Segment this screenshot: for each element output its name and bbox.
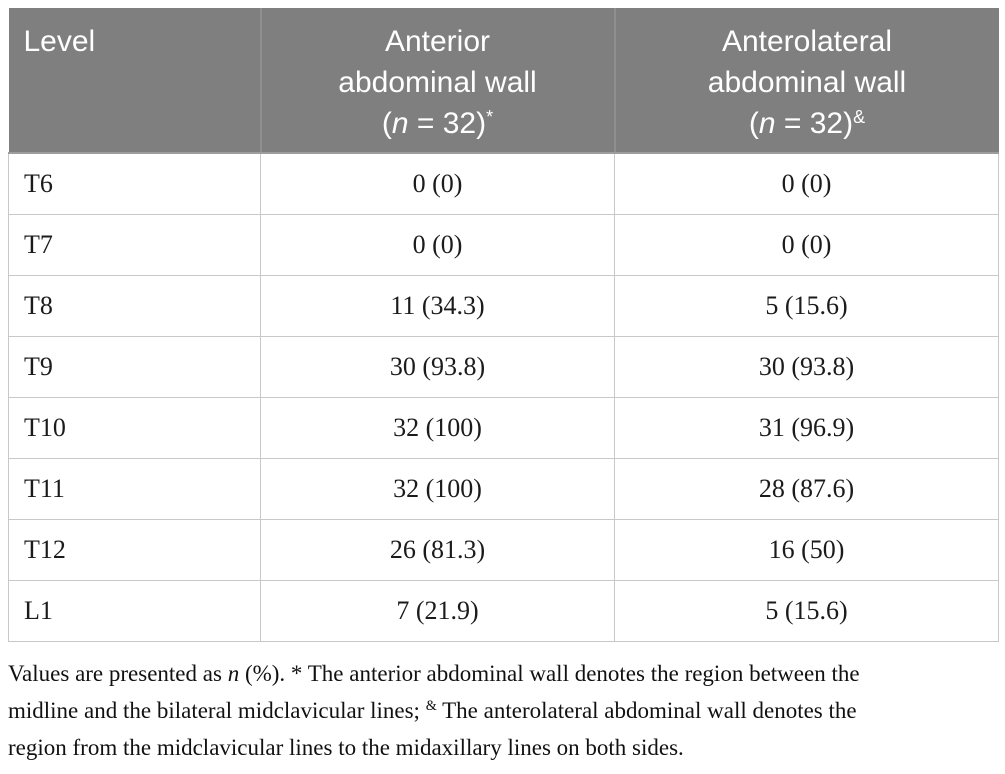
stat-footnote-marker-ampersand: & — [853, 107, 866, 128]
stat-footnote-marker-asterisk: * — [486, 107, 494, 128]
footnote-ampersand-marker: & — [425, 697, 437, 714]
header-level-label: Level — [23, 25, 96, 58]
stat-value: = 32) — [408, 107, 487, 140]
cell-anterolateral: 28 (87.6) — [614, 457, 999, 520]
cell-level: T11 — [8, 457, 261, 520]
header-anterolateral-stat: (n = 32)& — [617, 103, 998, 144]
cell-anterior: 0 (0) — [260, 152, 615, 215]
cell-anterior: 26 (81.3) — [260, 518, 615, 581]
table-header: Level Anterior abdominal wall (n = 32)* … — [8, 8, 999, 154]
cell-anterior: 32 (100) — [260, 457, 615, 520]
stat-open-paren: ( — [381, 107, 392, 140]
footnote-text: region from the midclavicular lines to t… — [8, 734, 684, 760]
stat-n-italic: n — [391, 107, 409, 140]
stat-value: = 32) — [775, 107, 854, 140]
cell-anterolateral: 31 (96.9) — [614, 396, 999, 459]
table-row-t11: T11 32 (100) 28 (87.6) — [8, 457, 999, 520]
cell-anterolateral: 5 (15.6) — [614, 579, 999, 642]
footnote-text: midline and the bilateral midclavicular … — [8, 697, 426, 723]
cell-level: T7 — [8, 213, 261, 276]
cell-anterior: 30 (93.8) — [260, 335, 615, 398]
cell-level: T9 — [8, 335, 261, 398]
segmental-level-table: Level Anterior abdominal wall (n = 32)* … — [8, 8, 999, 642]
stat-open-paren: ( — [748, 107, 759, 140]
header-cell-level: Level — [8, 8, 261, 154]
cell-anterior: 32 (100) — [260, 396, 615, 459]
cell-anterolateral: 16 (50) — [614, 518, 999, 581]
cell-anterolateral: 5 (15.6) — [614, 274, 999, 337]
cell-anterior: 0 (0) — [260, 213, 615, 276]
header-cell-anterior: Anterior abdominal wall (n = 32)* — [259, 8, 615, 154]
header-row: Level Anterior abdominal wall (n = 32)* … — [8, 8, 999, 154]
table-row-t7: T7 0 (0) 0 (0) — [8, 213, 999, 276]
footnote-text: Values are presented as — [8, 660, 228, 686]
table-row-t6: T6 0 (0) 0 (0) — [8, 152, 999, 215]
cell-level: T6 — [8, 152, 261, 215]
header-anterior-line1: Anterior — [384, 25, 491, 58]
table-row-t8: T8 11 (34.3) 5 (15.6) — [8, 274, 999, 337]
footnote-text: The anterolateral abdominal wall denotes… — [436, 697, 857, 723]
footnote-line3: region from the midclavicular lines to t… — [8, 729, 1005, 766]
footnote-text: (%). * The anterior abdominal wall denot… — [239, 660, 860, 686]
cell-level: T10 — [8, 396, 261, 459]
cell-anterior: 7 (21.9) — [260, 579, 615, 642]
cell-level: T8 — [8, 274, 261, 337]
table-row-t10: T10 32 (100) 31 (96.9) — [8, 396, 999, 459]
cell-anterolateral: 0 (0) — [614, 152, 999, 215]
footnote-line1: Values are presented as n (%). * The ant… — [8, 655, 1005, 692]
header-anterolateral-line1: Anterolateral — [721, 25, 893, 58]
footnote-n-italic: n — [227, 660, 240, 686]
cell-anterolateral: 30 (93.8) — [614, 335, 999, 398]
cell-level: L1 — [8, 579, 261, 642]
table-footnote: Values are presented as n (%). * The ant… — [8, 655, 1005, 766]
table-row-t9: T9 30 (93.8) 30 (93.8) — [8, 335, 999, 398]
stat-n-italic: n — [758, 107, 776, 140]
footnote-line2: midline and the bilateral midclavicular … — [8, 692, 1005, 729]
header-anterior-line2: abdominal wall — [338, 66, 537, 99]
cell-anterior: 11 (34.3) — [260, 274, 615, 337]
table-row-l1: L1 7 (21.9) 5 (15.6) — [8, 579, 999, 642]
header-anterolateral-line2: abdominal wall — [707, 66, 907, 99]
header-anterior-stat: (n = 32)* — [263, 103, 613, 144]
table-body: T6 0 (0) 0 (0) T7 0 (0) 0 (0) T8 11 (34.… — [8, 152, 999, 642]
table-row-t12: T12 26 (81.3) 16 (50) — [8, 518, 999, 581]
header-cell-anterolateral: Anterolateral abdominal wall (n = 32)& — [613, 8, 999, 154]
cell-anterolateral: 0 (0) — [614, 213, 999, 276]
cell-level: T12 — [8, 518, 261, 581]
